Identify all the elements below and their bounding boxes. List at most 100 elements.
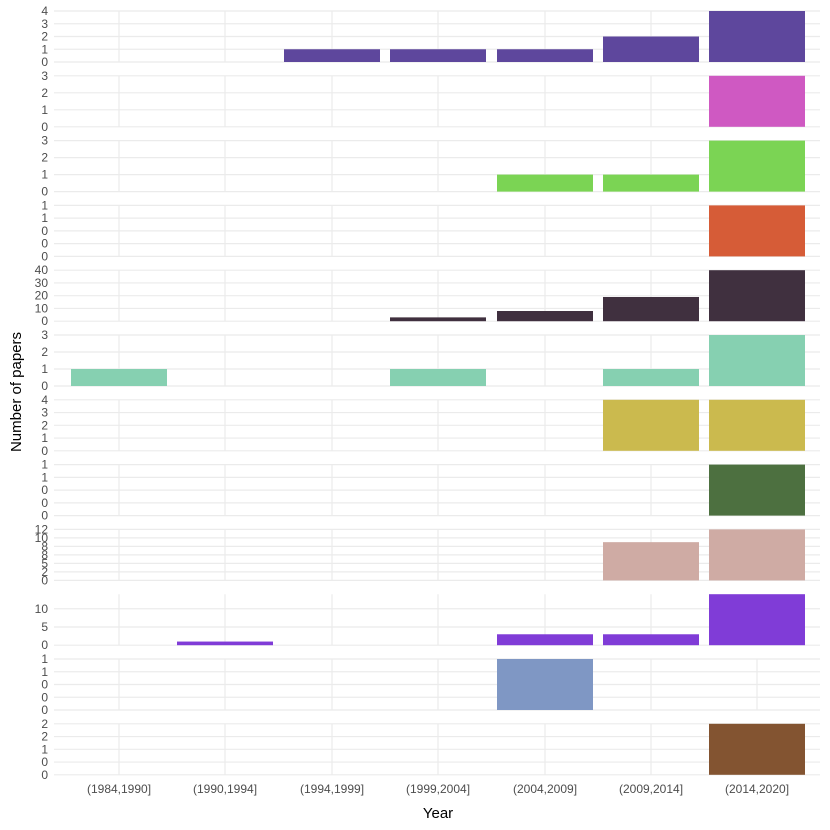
bar xyxy=(603,542,699,581)
facet-panel: 0 1 2 3 xyxy=(41,134,820,199)
y-tick-label: 0 xyxy=(41,224,48,238)
bar xyxy=(497,49,593,62)
y-tick-label: 0 xyxy=(41,509,48,523)
y-tick-label: 1 xyxy=(41,742,48,756)
y-tick-label: 1 xyxy=(41,211,48,225)
bar xyxy=(497,174,593,192)
y-tick-label: 0 xyxy=(41,379,48,393)
y-tick-label: 1 xyxy=(41,198,48,212)
y-tick-label: 2 xyxy=(41,730,48,744)
y-tick-label: 0 xyxy=(41,237,48,251)
y-tick-label: 2 xyxy=(41,30,48,44)
y-tick-label: 0 xyxy=(41,483,48,497)
bar xyxy=(497,311,593,322)
y-tick-label: 0 xyxy=(41,55,48,69)
x-tick-label: (2009,2014] xyxy=(619,782,683,796)
bar xyxy=(709,140,805,192)
bar xyxy=(709,11,805,62)
bar xyxy=(709,205,805,257)
y-tick-label: 0 xyxy=(41,444,48,458)
y-tick-label: 10 xyxy=(35,531,49,545)
y-tick-label: 2 xyxy=(41,151,48,165)
bar xyxy=(709,399,805,451)
bar xyxy=(709,270,805,322)
bar xyxy=(390,369,486,386)
facet-panel: 0 1 2 3 xyxy=(41,328,820,393)
x-ticks-layer: (1984,1990] (1990,1994] (1994,1999] (1999,2… xyxy=(87,782,789,796)
facet-panel: 0 1 2 3 xyxy=(41,69,820,134)
bar xyxy=(709,464,805,516)
bar xyxy=(497,634,593,646)
y-tick-label: 3 xyxy=(41,134,48,148)
y-tick-label: 1 xyxy=(41,168,48,182)
y-tick-label: 0 xyxy=(41,755,48,769)
y-tick-label: 5 xyxy=(41,620,48,634)
bar xyxy=(71,369,167,386)
y-tick-label: 1 xyxy=(41,665,48,679)
bar xyxy=(177,641,273,646)
y-tick-label: 8 xyxy=(41,539,48,553)
bar xyxy=(390,317,486,322)
bar xyxy=(603,399,699,451)
y-tick-label: 2 xyxy=(41,345,48,359)
y-tick-label: 0 xyxy=(41,496,48,510)
bar xyxy=(603,36,699,62)
x-tick-label: (1990,1994] xyxy=(193,782,257,796)
y-axis-title: Number of papers xyxy=(8,332,25,452)
x-tick-label: (1984,1990] xyxy=(87,782,151,796)
y-tick-label: 0 xyxy=(41,703,48,717)
y-tick-label: 12 xyxy=(35,522,49,536)
x-axis-title: Year xyxy=(423,805,453,822)
y-tick-label: 1 xyxy=(41,362,48,376)
bar xyxy=(709,335,805,386)
y-tick-label: 1 xyxy=(41,458,48,472)
y-tick-label: 3 xyxy=(41,69,48,83)
y-tick-label: 0 xyxy=(41,185,48,199)
x-tick-label: (2004,2009] xyxy=(513,782,577,796)
facet-panel: 0 5 10 xyxy=(35,594,820,652)
y-tick-label: 10 xyxy=(35,602,49,616)
bar xyxy=(284,49,380,62)
bar xyxy=(709,723,805,775)
y-tick-label: 40 xyxy=(35,263,49,277)
bar xyxy=(497,659,593,710)
y-tick-label: 0 xyxy=(41,249,48,263)
x-tick-label: (2014,2020] xyxy=(725,782,789,796)
bar xyxy=(390,49,486,62)
y-tick-label: 4 xyxy=(41,393,48,407)
x-tick-label: (1999,2004] xyxy=(406,782,470,796)
bar xyxy=(709,529,805,581)
bar xyxy=(603,369,699,386)
y-tick-label: 0 xyxy=(41,690,48,704)
y-tick-label: 2 xyxy=(41,565,48,579)
bar xyxy=(603,296,699,322)
y-tick-label: 10 xyxy=(35,301,49,315)
y-tick-label: 1 xyxy=(41,652,48,666)
bar xyxy=(709,594,805,646)
y-tick-label: 1 xyxy=(41,42,48,56)
y-tick-label: 2 xyxy=(41,418,48,432)
y-tick-label: 3 xyxy=(41,328,48,342)
y-tick-label: 1 xyxy=(41,470,48,484)
y-tick-label: 2 xyxy=(41,717,48,731)
y-tick-label: 0 xyxy=(41,314,48,328)
y-tick-label: 3 xyxy=(41,406,48,420)
y-tick-label: 0 xyxy=(41,638,48,652)
x-tick-label: (1994,1999] xyxy=(300,782,364,796)
y-tick-label: 4 xyxy=(41,4,48,18)
y-tick-label: 0 xyxy=(41,573,48,587)
bar xyxy=(603,174,699,192)
y-tick-label: 3 xyxy=(41,17,48,31)
bar xyxy=(709,75,805,127)
y-tick-label: 20 xyxy=(35,289,49,303)
